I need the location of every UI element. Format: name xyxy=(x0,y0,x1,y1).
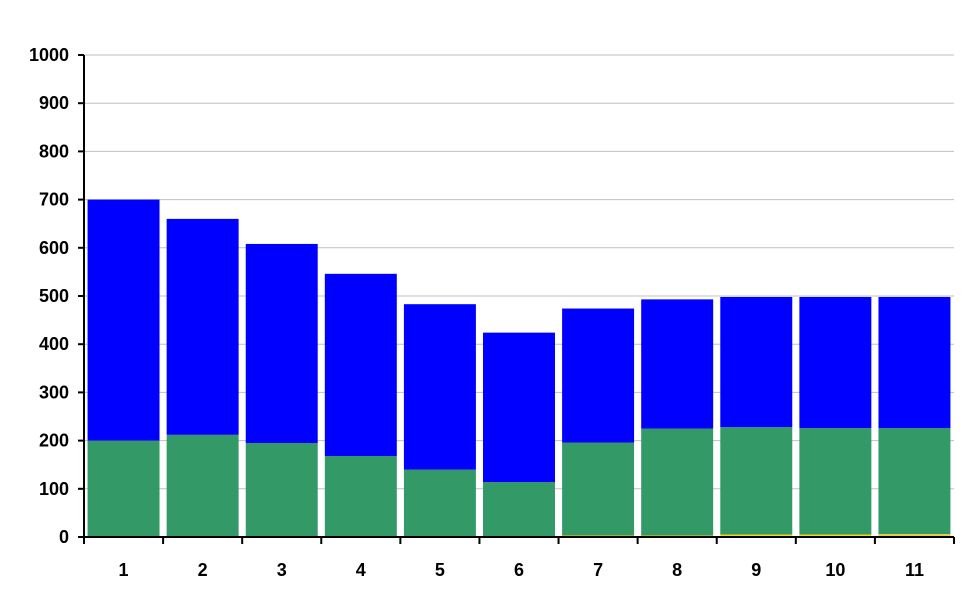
bar-segment-cat5-series4 xyxy=(403,304,476,470)
x-tick-label: 7 xyxy=(593,560,603,580)
x-tick-label: 5 xyxy=(435,560,445,580)
bar-segment-cat7-series3 xyxy=(562,442,635,536)
y-tick-label: 800 xyxy=(39,141,69,161)
x-tick-label: 3 xyxy=(277,560,287,580)
bar-segment-cat10-series3 xyxy=(799,428,872,535)
bar-segment-cat8-series4 xyxy=(641,299,714,429)
x-tick-label: 8 xyxy=(672,560,682,580)
bar-segment-cat1-series3 xyxy=(87,440,160,537)
bar-segment-cat9-series3 xyxy=(720,427,793,535)
bar-segment-cat9-series4 xyxy=(720,296,793,428)
bar-segment-cat4-series4 xyxy=(324,273,397,457)
y-tick-label: 900 xyxy=(39,93,69,113)
x-tick-label: 2 xyxy=(198,560,208,580)
bar-segment-cat8-series3 xyxy=(641,428,714,536)
y-tick-label: 500 xyxy=(39,286,69,306)
bar-segment-cat11-series4 xyxy=(878,296,951,429)
x-tick-label: 10 xyxy=(825,560,845,580)
bar-segment-cat1-series4 xyxy=(87,199,160,441)
y-tick-label: 400 xyxy=(39,334,69,354)
y-tick-label: 1000 xyxy=(29,45,69,65)
bar-segment-cat11-series2 xyxy=(878,534,951,536)
bar-segment-cat2-series3 xyxy=(166,434,239,537)
x-tick-label: 1 xyxy=(119,560,129,580)
bar-segment-cat5-series3 xyxy=(403,469,476,537)
bar-segment-cat10-series4 xyxy=(799,296,872,429)
bar-segment-cat9-series2 xyxy=(720,534,793,537)
bar-segment-cat3-series3 xyxy=(245,443,318,537)
x-tick-label: 11 xyxy=(905,560,924,580)
y-tick-label: 200 xyxy=(39,431,69,451)
x-tick-label: 4 xyxy=(356,560,366,580)
y-tick-label: 0 xyxy=(59,527,69,547)
bar-segment-cat4-series3 xyxy=(324,456,397,537)
y-tick-label: 600 xyxy=(39,238,69,258)
axes xyxy=(78,54,955,544)
bar-segment-cat2-series4 xyxy=(166,218,239,435)
bar-segment-cat6-series3 xyxy=(483,482,555,537)
x-tick-label: 6 xyxy=(514,560,524,580)
tick-labels: 0 100 200 300 400 500 600 700 800 900 1000 1 2 3 4 5 6 7 8… xyxy=(29,45,924,580)
y-tick-label: 100 xyxy=(39,479,69,499)
x-tick-label: 9 xyxy=(751,560,761,580)
bar-segment-cat10-series2 xyxy=(799,534,872,537)
bar-segment-cat11-series3 xyxy=(878,428,951,535)
bar-segment-cat3-series4 xyxy=(245,243,318,444)
bars xyxy=(87,199,951,537)
bar-segment-cat6-series4 xyxy=(483,332,555,483)
bar-segment-cat7-series4 xyxy=(562,308,635,443)
y-tick-label: 300 xyxy=(39,382,69,402)
y-tick-label: 700 xyxy=(39,190,69,210)
